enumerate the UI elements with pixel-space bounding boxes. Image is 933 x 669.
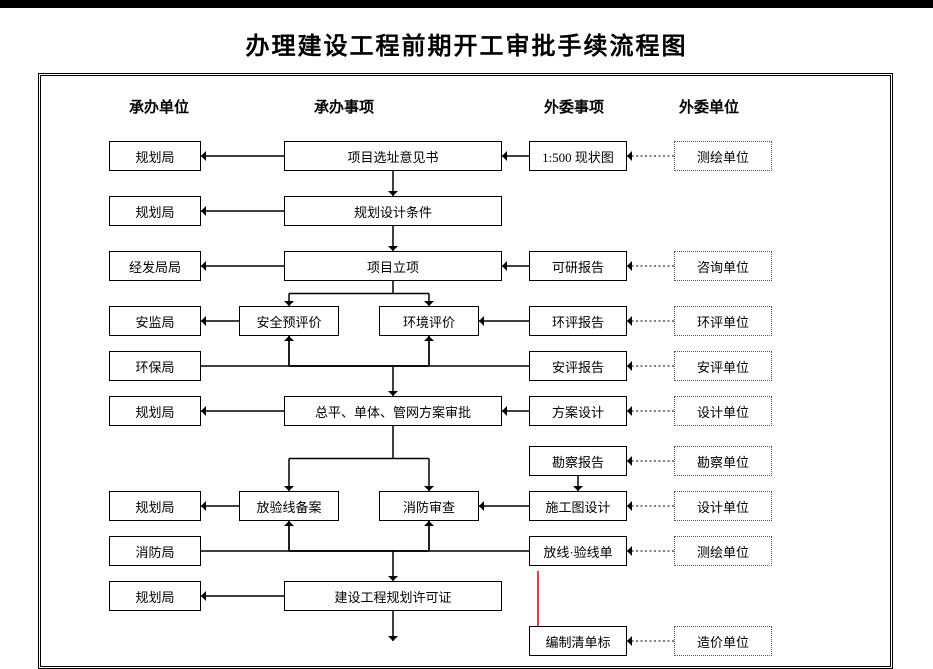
flow-node-d11: 造价单位 <box>674 626 772 656</box>
flow-node-c6: 方案设计 <box>529 396 627 426</box>
flow-node-c8: 施工图设计 <box>529 491 627 521</box>
diagram-frame: 承办单位承办事项外委事项外委单位规划局项目选址意见书1:500 现状图测绘单位规… <box>38 73 893 669</box>
flow-node-a3: 经发局局 <box>109 251 201 281</box>
flow-node-c9: 放线·验线单 <box>529 536 627 566</box>
flow-node-b8b: 消防审查 <box>379 491 479 521</box>
top-black-bar <box>0 0 933 8</box>
flowchart-canvas: 承办单位承办事项外委事项外委单位规划局项目选址意见书1:500 现状图测绘单位规… <box>59 96 872 656</box>
column-header: 承办事项 <box>314 96 374 117</box>
column-header: 外委事项 <box>544 96 604 117</box>
flow-node-c7: 勘察报告 <box>529 446 627 476</box>
flow-node-d4: 环评单位 <box>674 306 772 336</box>
flow-node-d9: 测绘单位 <box>674 536 772 566</box>
flow-node-d3: 咨询单位 <box>674 251 772 281</box>
flow-node-a8: 规划局 <box>109 491 201 521</box>
flow-node-c5: 安评报告 <box>529 351 627 381</box>
flow-node-a2: 规划局 <box>109 196 201 226</box>
flow-node-c4: 环评报告 <box>529 306 627 336</box>
column-header: 外委单位 <box>679 96 739 117</box>
flow-node-a4: 安监局 <box>109 306 201 336</box>
flow-node-b4b: 环境评价 <box>379 306 479 336</box>
flow-node-a6: 规划局 <box>109 396 201 426</box>
flow-node-d7: 勘察单位 <box>674 446 772 476</box>
flow-node-b3: 项目立项 <box>284 251 502 281</box>
flow-node-a10: 规划局 <box>109 581 201 611</box>
flow-node-d6: 设计单位 <box>674 396 772 426</box>
flow-node-b10: 建设工程规划许可证 <box>284 581 502 611</box>
flow-node-b8a: 放验线备案 <box>239 491 339 521</box>
flow-node-c3: 可研报告 <box>529 251 627 281</box>
column-header: 承办单位 <box>129 96 189 117</box>
flow-node-d1: 测绘单位 <box>674 141 772 171</box>
page-title: 办理建设工程前期开工审批手续流程图 <box>0 26 933 61</box>
flow-node-c11: 编制清单标 <box>529 626 627 656</box>
flow-node-b4a: 安全预评价 <box>239 306 339 336</box>
flow-node-d5: 安评单位 <box>674 351 772 381</box>
flow-node-b2: 规划设计条件 <box>284 196 502 226</box>
flow-node-a9: 消防局 <box>109 536 201 566</box>
flow-node-a5: 环保局 <box>109 351 201 381</box>
flow-node-b1: 项目选址意见书 <box>284 141 502 171</box>
flow-node-a1: 规划局 <box>109 141 201 171</box>
flow-node-b6: 总平、单体、管网方案审批 <box>284 396 502 426</box>
flow-node-d8: 设计单位 <box>674 491 772 521</box>
flow-node-c1: 1:500 现状图 <box>529 141 627 171</box>
